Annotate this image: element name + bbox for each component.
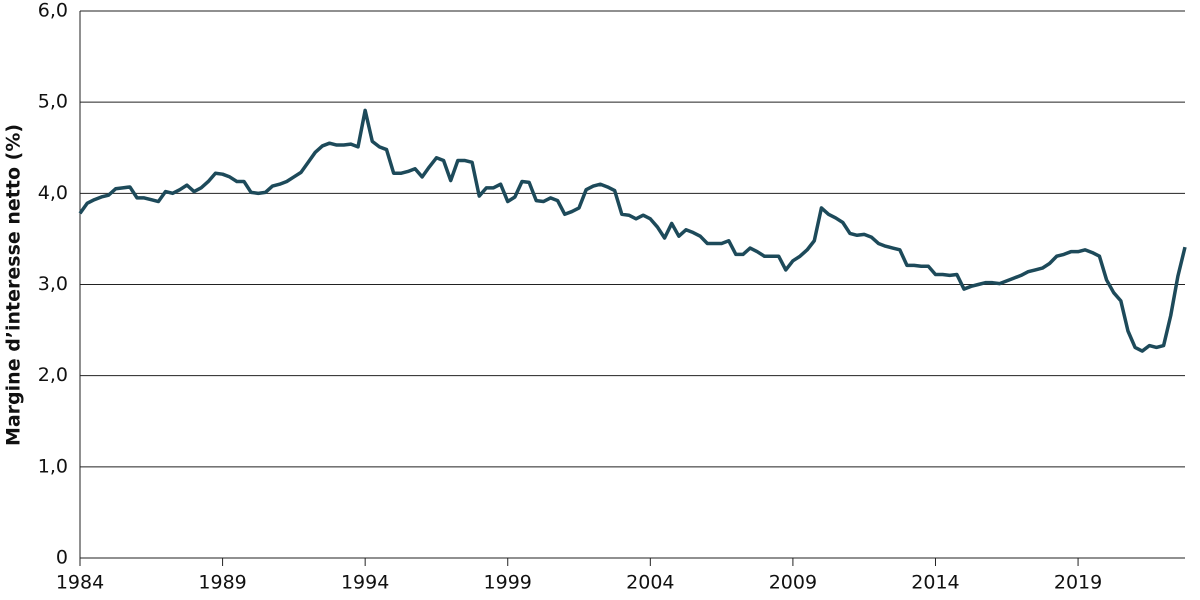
x-tick-label: 1984 [56,572,104,594]
x-tick-label: 2009 [769,572,817,594]
x-tick-label: 1999 [484,572,532,594]
y-tick-label: 6,0 [38,0,68,22]
y-axis-label: Margine d’interesse netto (%) [3,124,25,446]
x-tick-label: 2014 [911,572,959,594]
y-tick-label: 2,0 [38,364,68,386]
y-tick-label: 1,0 [38,455,68,477]
y-tick-label: 3,0 [38,273,68,295]
x-tick-label: 1994 [341,572,389,594]
y-tick-label: 5,0 [38,91,68,113]
x-tick-label: 2004 [626,572,674,594]
x-tick-label: 2019 [1054,572,1102,594]
y-tick-label: 0 [56,547,68,569]
data-line [78,108,1187,353]
y-tick-label: 4,0 [38,182,68,204]
x-tick-label: 1989 [198,572,246,594]
